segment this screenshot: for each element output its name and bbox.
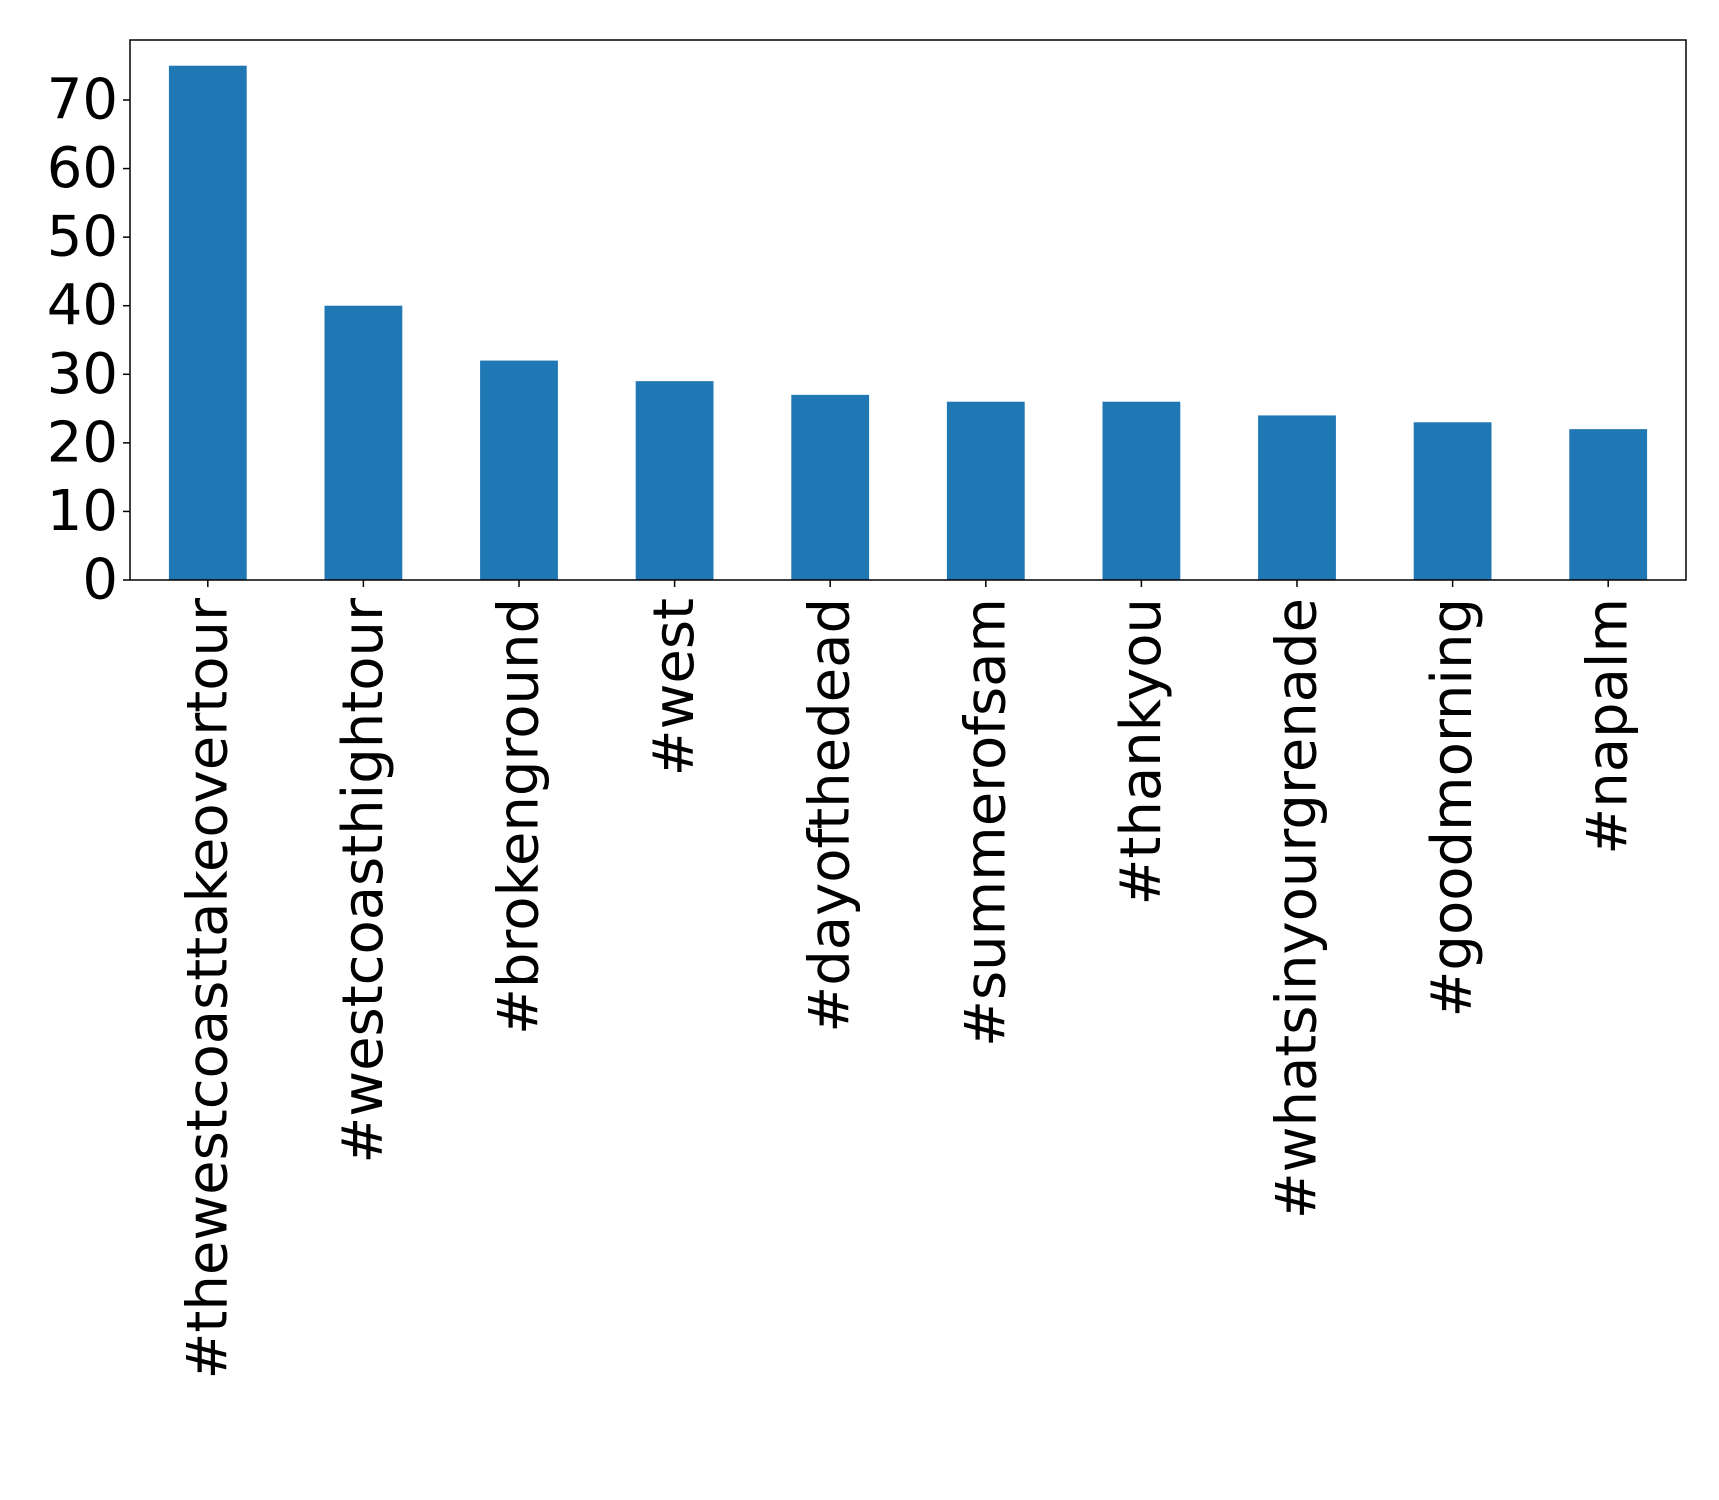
x-tick-label: #dayofthedead [798, 598, 863, 1033]
x-tick-label: #whatsinyourgrenade [1265, 598, 1330, 1219]
x-axis-ticks: #thewestcoasttakeovertour #westcoasthight… [175, 580, 1641, 1379]
y-tick-label: 30 [47, 342, 118, 407]
x-tick-label: #summerofsam [953, 598, 1018, 1047]
bar-thankyou [1102, 401, 1181, 580]
y-tick-label: 60 [47, 136, 118, 201]
bar-brokenground [480, 360, 558, 580]
y-tick-label: 50 [47, 205, 118, 270]
y-tick-label: 40 [47, 273, 118, 338]
x-tick-label: #thewestcoasttakeovertour [175, 597, 240, 1379]
plot-frame [129, 39, 1687, 581]
y-tick-label: 20 [47, 410, 118, 475]
x-tick-label: #napalm [1576, 598, 1641, 855]
bar-west [635, 381, 714, 580]
bar-westcoasthightour [324, 305, 403, 580]
bar-whatsinyourgrenade [1258, 415, 1336, 580]
bars-group [168, 65, 1648, 580]
x-tick-label: #west [642, 598, 707, 776]
x-tick-label: #thankyou [1109, 598, 1174, 906]
x-tick-label: #brokenground [487, 598, 552, 1035]
y-tick-label: 70 [47, 68, 118, 133]
bar-goodmorning [1413, 422, 1492, 580]
bar-summerofsam [946, 401, 1025, 580]
y-tick-label: 10 [47, 479, 118, 544]
x-tick-label: #goodmorning [1420, 598, 1485, 1017]
bar-napalm [1569, 429, 1648, 580]
y-tick-label: 0 [82, 548, 118, 613]
bar-dayofthedead [791, 394, 870, 580]
x-tick-label: #westcoasthightour [331, 597, 396, 1164]
bar-thewestcoasttakeovertour [168, 65, 247, 580]
